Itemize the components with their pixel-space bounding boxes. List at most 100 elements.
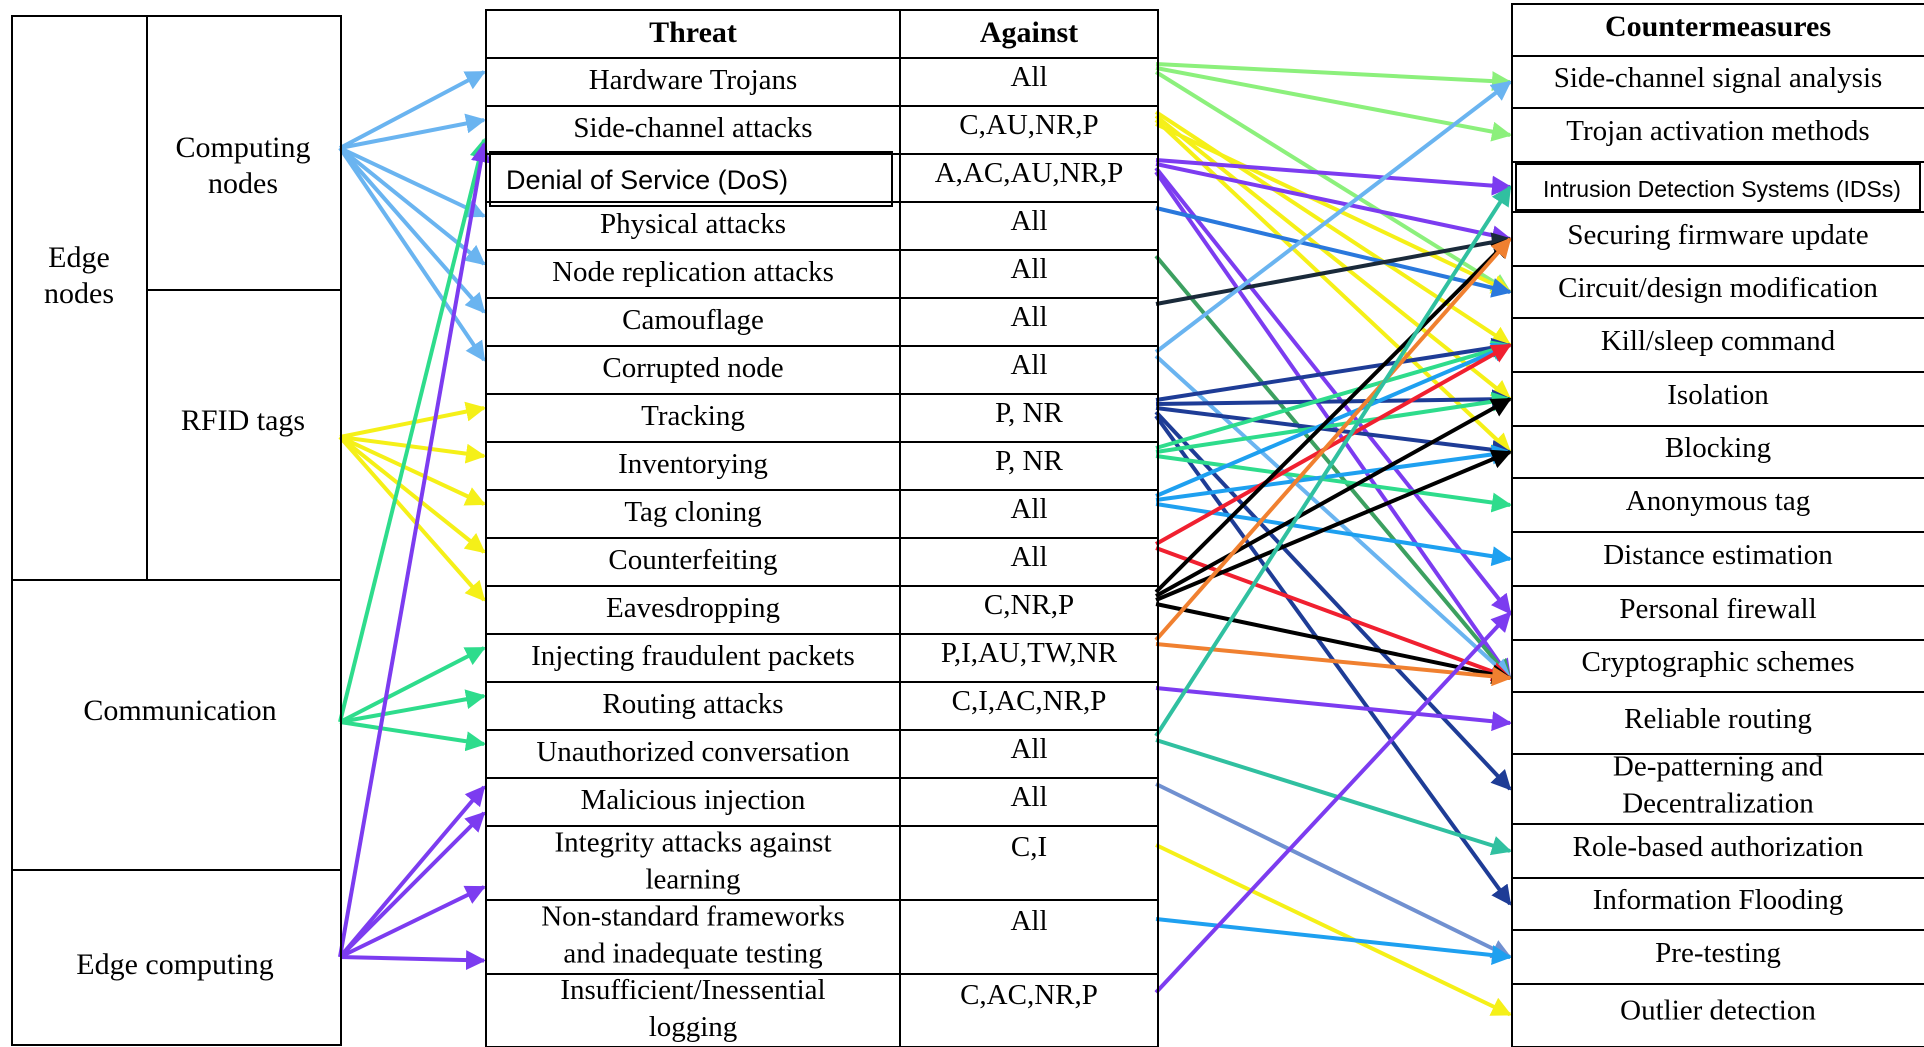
connector-arrow bbox=[339, 435, 486, 464]
countermeasure-item: Isolation bbox=[1667, 379, 1769, 411]
threat-cell: Physical attacks bbox=[600, 208, 786, 240]
edge-computing-label: Edge computing bbox=[76, 948, 273, 981]
connector-arrow bbox=[1155, 782, 1512, 959]
connector-arrow bbox=[339, 435, 486, 506]
countermeasure-item: Information Flooding bbox=[1593, 884, 1844, 916]
connector-arrow bbox=[1155, 738, 1512, 856]
against-cell: All bbox=[1010, 253, 1047, 285]
threat-header: Threat bbox=[649, 16, 737, 49]
threat-cell: Side-channel attacks bbox=[573, 112, 812, 144]
countermeasure-item: De-patterning and Decentralization bbox=[1613, 751, 1824, 820]
threat-cell: Hardware Trojans bbox=[589, 64, 798, 96]
threat-cell: Corrupted node bbox=[602, 352, 783, 384]
connector-arrow bbox=[339, 146, 486, 218]
countermeasure-item: Kill/sleep command bbox=[1601, 325, 1836, 357]
connector-arrow bbox=[1154, 254, 1512, 680]
countermeasure-item: Outlier detection bbox=[1620, 995, 1816, 1027]
connector-arrow bbox=[1154, 70, 1512, 294]
connector-arrow bbox=[1155, 397, 1512, 598]
connector-arrow bbox=[338, 146, 486, 362]
connector-arrow bbox=[1155, 66, 1512, 142]
connector-arrow bbox=[1154, 237, 1512, 642]
connector-arrow bbox=[339, 689, 486, 724]
connector-arrow bbox=[1155, 158, 1512, 196]
against-cell: All bbox=[1010, 493, 1047, 525]
against-cell: A,AC,AU,NR,P bbox=[935, 157, 1124, 189]
connector-arrow bbox=[1155, 342, 1512, 498]
connector-arrow bbox=[1155, 502, 1512, 567]
against-cell: C,I bbox=[1011, 831, 1047, 863]
countermeasure-item: Trojan activation methods bbox=[1566, 115, 1869, 147]
boxes bbox=[11, 3, 1924, 1047]
against-cell: All bbox=[1010, 61, 1047, 93]
against-cell: P, NR bbox=[995, 397, 1063, 429]
against-cell: All bbox=[1010, 205, 1047, 237]
threat-cell: Unauthorized conversation bbox=[536, 736, 850, 768]
connector-arrow bbox=[339, 113, 486, 150]
connector-arrow bbox=[1155, 391, 1512, 454]
countermeasure-item: Cryptographic schemes bbox=[1581, 646, 1854, 678]
edge-nodes-label: Edge nodes bbox=[44, 241, 114, 310]
threat-cell: Eavesdropping bbox=[606, 592, 780, 624]
against-cell: C,NR,P bbox=[984, 589, 1074, 621]
threat-cell: Non-standard frameworks and inadequate te… bbox=[541, 901, 845, 970]
against-cell: All bbox=[1010, 541, 1047, 573]
connector-arrow bbox=[1155, 454, 1512, 513]
connector-arrow bbox=[1154, 354, 1512, 680]
threat-cell: Routing attacks bbox=[602, 688, 783, 720]
connector-arrow bbox=[1155, 444, 1512, 502]
threat-cell: Inventorying bbox=[618, 448, 768, 480]
threat-cell: Counterfeiting bbox=[608, 544, 777, 576]
connector-arrow bbox=[1154, 237, 1512, 594]
against-cell: All bbox=[1010, 905, 1047, 937]
connector-arrow bbox=[338, 811, 486, 959]
against-cell: C,I,AC,NR,P bbox=[952, 685, 1107, 717]
against-cell: All bbox=[1010, 781, 1047, 813]
countermeasure-item: Personal firewall bbox=[1619, 593, 1816, 625]
against-cell: All bbox=[1010, 301, 1047, 333]
communication-label: Communication bbox=[83, 694, 276, 727]
left-outer-box bbox=[11, 15, 342, 1046]
threat-cell: Malicious injection bbox=[581, 784, 806, 816]
ids-highlight-box bbox=[1515, 163, 1921, 211]
computing-nodes-label: Computing nodes bbox=[175, 131, 310, 200]
connector-arrow bbox=[339, 720, 486, 752]
connector-arrow bbox=[1154, 166, 1512, 615]
against-header: Against bbox=[980, 16, 1078, 49]
against-cell: P,I,AU,TW,NR bbox=[941, 637, 1118, 669]
connector-arrow bbox=[1155, 843, 1512, 1017]
connector-arrow bbox=[339, 401, 486, 439]
labels: Edge nodes Computing nodes RFID tags Communic… bbox=[44, 10, 1901, 1044]
connector-arrow bbox=[1155, 232, 1512, 306]
connector-arrow bbox=[1154, 611, 1512, 994]
countermeasure-item: Reliable routing bbox=[1624, 703, 1812, 735]
connector-arrow bbox=[339, 646, 486, 724]
connector-arrow bbox=[1155, 917, 1512, 966]
threat-cell: Insufficient/Inessential logging bbox=[560, 974, 825, 1043]
connector-arrow bbox=[1155, 389, 1512, 410]
connector-arrow bbox=[1155, 343, 1512, 546]
against-cell: P, NR bbox=[995, 445, 1063, 477]
connector-arrow bbox=[1155, 686, 1512, 732]
threat-cell: Tag cloning bbox=[624, 496, 761, 528]
connector-arrow bbox=[338, 435, 486, 554]
rfid-tags-label: RFID tags bbox=[181, 404, 305, 437]
against-cell: All bbox=[1010, 733, 1047, 765]
against-cell: C,AU,NR,P bbox=[959, 109, 1098, 141]
connector-arrow bbox=[339, 885, 486, 959]
connector-arrow bbox=[1155, 162, 1512, 246]
countermeasures-outer bbox=[1511, 3, 1924, 1047]
countermeasure-item: Side-channel signal analysis bbox=[1554, 62, 1883, 94]
connector-arrow bbox=[1155, 546, 1512, 682]
connector-arrow bbox=[1154, 410, 1512, 791]
countermeasure-item: Intrusion Detection Systems (IDSs) bbox=[1543, 176, 1901, 202]
connector-arrow bbox=[1155, 340, 1512, 450]
connector-arrow bbox=[1155, 62, 1512, 92]
connector-arrow bbox=[1155, 642, 1512, 687]
connector-arrow bbox=[1155, 602, 1512, 685]
connector-arrow bbox=[338, 138, 490, 723]
countermeasures-header: Countermeasures bbox=[1605, 10, 1831, 43]
threat-cell: Denial of Service (DoS) bbox=[506, 165, 788, 195]
dos-highlight-box bbox=[489, 151, 893, 207]
